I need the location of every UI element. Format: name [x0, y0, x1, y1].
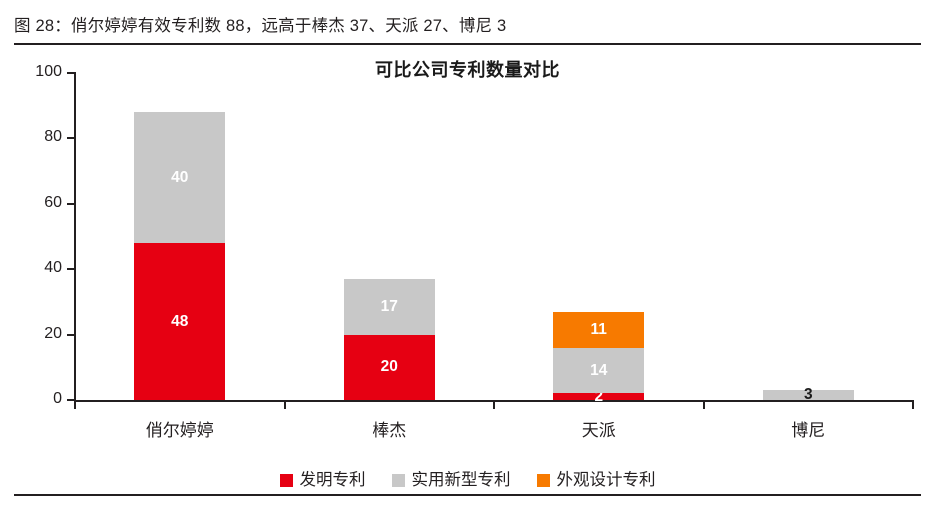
caption-divider: [14, 43, 921, 45]
bar-value-label: 2: [594, 387, 604, 405]
x-axis-category-label: 天派: [581, 421, 616, 440]
x-axis-tick: [283, 400, 286, 409]
legend-label: 外观设计专利: [556, 471, 656, 489]
bar-value-label: 20: [380, 358, 398, 376]
bar-segment[interactable]: [553, 347, 645, 394]
plot-area: 48 40 20 17 2 14 11 3: [75, 73, 913, 404]
figure-caption: 图 28：俏尔婷婷有效专利数 88，远高于棒杰 37、天派 27、博尼 3: [14, 14, 921, 44]
bar-segment[interactable]: [343, 279, 435, 335]
x-axis-category-label: 棒杰: [372, 421, 407, 440]
x-axis-tick: [912, 400, 914, 409]
bar-value-label: 48: [171, 312, 189, 330]
legend-item[interactable]: 发明专利: [279, 471, 366, 489]
bar-segment[interactable]: [134, 243, 226, 400]
y-axis-tick: [67, 137, 76, 140]
y-axis-tick-label: 60: [44, 193, 62, 211]
x-axis-category-label: 俏尔婷婷: [145, 421, 214, 440]
legend-item[interactable]: 实用新型专利: [391, 471, 511, 489]
bar-value-label: 14: [590, 361, 608, 379]
x-axis-tick: [74, 400, 76, 409]
y-axis-tick-label: 40: [44, 259, 62, 277]
bar-segment[interactable]: [343, 334, 435, 400]
y-axis-tick: [67, 333, 76, 336]
y-axis-tick-label: 100: [35, 63, 62, 80]
bar-value-label: 17: [380, 297, 398, 315]
figure-caption-text: 图 28：俏尔婷婷有效专利数 88，远高于棒杰 37、天派 27、博尼 3: [14, 17, 507, 35]
bar-value-label: 40: [171, 168, 189, 186]
legend-label: 发明专利: [299, 471, 366, 489]
legend-item[interactable]: 外观设计专利: [536, 471, 656, 489]
bar-value-label: 11: [590, 320, 607, 338]
chart-legend: 发明专利 实用新型专利 外观设计专利: [0, 472, 935, 489]
bar-segment[interactable]: [553, 311, 645, 348]
bar-group[interactable]: 48 40: [134, 73, 226, 400]
y-axis-line: [74, 72, 76, 401]
legend-swatch-icon: [391, 473, 405, 487]
bar-value-label: 3: [803, 386, 813, 404]
y-axis-tick: [67, 72, 76, 74]
bar-group[interactable]: 2 14 11: [553, 73, 645, 404]
y-axis-tick-label: 80: [44, 128, 62, 146]
bar-group[interactable]: 20 17: [343, 73, 435, 400]
bar-segment[interactable]: [134, 112, 226, 244]
bar-segment[interactable]: [762, 390, 854, 400]
x-axis-tick: [702, 400, 705, 409]
x-axis-tick: [493, 400, 495, 409]
x-axis-category-label: 博尼: [791, 421, 826, 440]
chart-title: 可比公司专利数量对比: [375, 60, 560, 80]
y-axis-tick: [67, 202, 76, 205]
legend-swatch-icon: [536, 473, 550, 487]
chart-figure: 可比公司专利数量对比 0 20 40 60 80 100 48 40 20 17 2 14 11 3 俏…: [0, 48, 935, 488]
bar-segment[interactable]: [553, 393, 645, 400]
legend-swatch-icon: [279, 473, 293, 487]
y-axis-tick: [67, 399, 76, 401]
bar-group[interactable]: 3: [762, 73, 854, 404]
legend-label: 实用新型专利: [411, 471, 511, 489]
y-axis-tick: [67, 268, 76, 271]
y-axis-tick-label: 0: [53, 390, 62, 407]
y-axis-tick-label: 20: [44, 324, 62, 342]
footer-divider: [14, 494, 921, 496]
